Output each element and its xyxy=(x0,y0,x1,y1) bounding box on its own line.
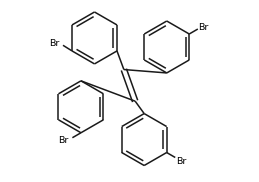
Text: Br: Br xyxy=(58,136,69,145)
Text: Br: Br xyxy=(49,39,59,48)
Text: Br: Br xyxy=(198,23,209,32)
Text: Br: Br xyxy=(176,157,186,166)
